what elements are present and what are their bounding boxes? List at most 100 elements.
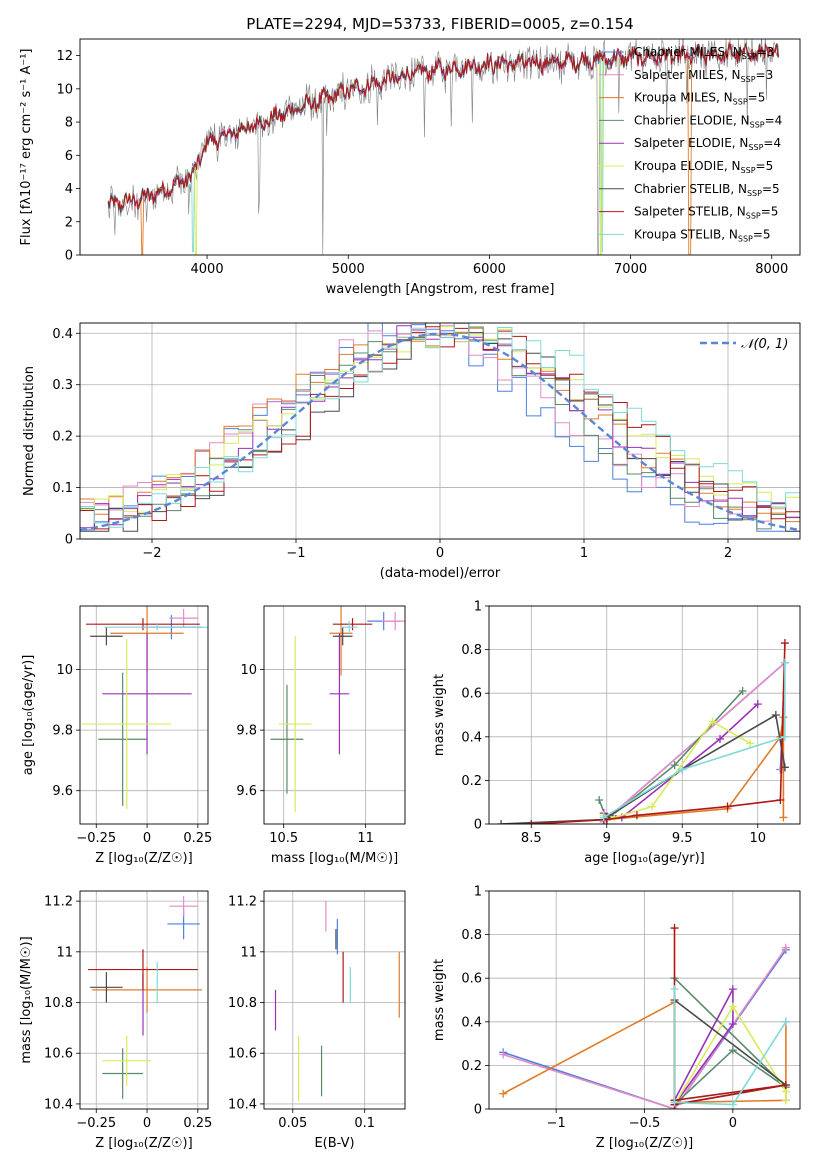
y-axis-label: mass [log₁₀(M/M☉)] [19, 936, 34, 1063]
errorbar-point [332, 618, 373, 631]
y-tick-label: 0 [474, 1103, 482, 1118]
plot-area [107, 39, 780, 255]
y-tick-label: 0.6 [461, 972, 482, 987]
y-axis-label: mass weight [432, 959, 447, 1041]
y-tick-label: 11.2 [228, 895, 257, 910]
x-axis-label: Z [log₁₀(Z/Z☉)] [95, 851, 192, 866]
weight-marker [708, 717, 717, 726]
legend-label: Chabrier MILES, NSSP=3 [634, 45, 774, 61]
y-tick-label: 0.2 [461, 774, 482, 789]
x-tick-label: 8.5 [521, 831, 542, 846]
y-tick-label: 0.2 [52, 430, 73, 445]
x-tick-label: −0.25 [76, 831, 116, 846]
errorbar-point [90, 627, 123, 646]
x-tick-label: 0 [143, 831, 151, 846]
y-tick-label: 10.8 [228, 996, 257, 1011]
y-tick-label: 0.4 [461, 1015, 482, 1030]
y-axis-label: mass weight [432, 674, 447, 756]
panel-weight_vs_age: 8.5 9 9.5 10 0 0.2 0.4 0.6 0.8 1 age [log₁₀(age/yr… [432, 600, 801, 866]
x-tick-label: 7000 [614, 262, 647, 277]
errorbar-point [278, 636, 312, 812]
y-tick-label: 8 [65, 116, 73, 131]
x-tick-label: 11 [357, 831, 374, 846]
weight-marker [723, 802, 732, 811]
weight-marker [678, 765, 687, 774]
y-tick-label: 10.4 [44, 1097, 73, 1112]
histogram-legend: 𝒩(0, 1) [700, 337, 788, 352]
y-tick-label: 0.8 [461, 643, 482, 658]
x-axis-label: mass [log₁₀(M/M☉)] [271, 851, 398, 866]
weight-line-kroupa-stelib [673, 989, 787, 1106]
x-tick-label: 9.5 [672, 831, 693, 846]
axes-frame [79, 890, 209, 1110]
errorbar-point [88, 949, 198, 990]
errorbar-point [332, 627, 353, 646]
weight-marker [779, 813, 788, 822]
errorbar-point [86, 618, 200, 631]
model-line-salpeter-stelib [107, 41, 779, 210]
errorbar-point [102, 1048, 143, 1099]
y-tick-label: 0 [65, 249, 73, 264]
legend-label: 𝒩(0, 1) [741, 337, 788, 352]
histogram-salpeter-stelib [80, 326, 800, 530]
histogram-chabrier-miles [80, 323, 800, 532]
x-tick-label: 0 [143, 1116, 151, 1131]
axes-frame [79, 605, 209, 825]
weight-line-chabrier-elodie [598, 690, 744, 821]
x-tick-label: 5000 [332, 262, 365, 277]
y-tick-label: 9.6 [52, 784, 73, 799]
y-tick-label: 1 [474, 600, 482, 615]
weight-marker [670, 924, 679, 933]
axes-frame [79, 322, 801, 540]
y-tick-label: 11 [240, 945, 257, 960]
weight-marker [728, 1002, 737, 1011]
weight-marker [771, 711, 780, 719]
legend-label: Salpeter MILES, NSSP=3 [634, 68, 773, 84]
weight-line-salpeter-stelib [531, 643, 786, 824]
weight-marker [781, 943, 790, 952]
weight-marker [728, 1046, 737, 1055]
legend-label: Kroupa STELIB, NSSP=5 [634, 227, 771, 243]
errorbar-point [270, 684, 304, 794]
weight-marker [780, 763, 789, 772]
legend-label: Salpeter STELIB, NSSP=5 [634, 205, 778, 221]
legend-label: Kroupa MILES, NSSP=5 [634, 91, 765, 107]
x-tick-label: 9 [603, 831, 611, 846]
x-tick-label: −1 [547, 1116, 566, 1131]
panel-mass_vs_Z: −0.25 0 0.25 10.4 10.6 10.8 11 11.2 Z [log₁₀(Z/Z… [19, 890, 212, 1151]
plot-area [499, 924, 790, 1109]
weight-marker [527, 820, 536, 824]
x-tick-label: 6000 [473, 262, 506, 277]
errorbar-point [92, 967, 202, 1013]
weight-marker [715, 734, 724, 743]
y-tick-label: 6 [65, 149, 73, 164]
weight-marker [632, 811, 641, 820]
y-tick-label: 0.2 [461, 1059, 482, 1074]
plot-area [80, 323, 800, 532]
x-tick-label: 0.25 [183, 831, 212, 846]
legend-label: Chabrier ELODIE, NSSP=4 [634, 113, 782, 129]
axes-frame [263, 605, 406, 825]
y-tick-label: 2 [65, 215, 73, 230]
axes-frame [488, 890, 801, 1110]
normal-curve-line [80, 332, 800, 532]
errorbar-point [382, 612, 405, 631]
x-tick-label: 0.25 [183, 1116, 212, 1131]
x-tick-label: −2 [142, 546, 161, 561]
x-axis-label: E(B-V) [314, 1136, 354, 1151]
errorbar-point [102, 1035, 152, 1087]
y-axis-label: Flux [fλ10⁻¹⁷ erg cm⁻² s⁻¹ A⁻¹] [19, 49, 34, 246]
panel-mass_vs_EBV: 0.05 0.1 10.4 10.6 10.8 11 11.2 E(B-V) [228, 890, 406, 1151]
x-tick-label: 2 [724, 546, 732, 561]
errorbar-point [329, 633, 350, 755]
weight-marker [776, 796, 785, 805]
weight-line-chabrier-stelib [501, 713, 786, 824]
errorbar-point [104, 624, 208, 631]
panel-weight_vs_Z: −1 −0.5 0 0 0.2 0.4 0.6 0.8 1 Z [log₁₀(Z/Z☉)] mass… [432, 885, 801, 1151]
x-tick-label: −0.5 [629, 1116, 661, 1131]
y-tick-label: 4 [65, 182, 73, 197]
y-tick-label: 10.6 [44, 1047, 73, 1062]
weight-marker [728, 1100, 737, 1109]
x-axis-label: Z [log₁₀(Z/Z☉)] [596, 1136, 693, 1151]
